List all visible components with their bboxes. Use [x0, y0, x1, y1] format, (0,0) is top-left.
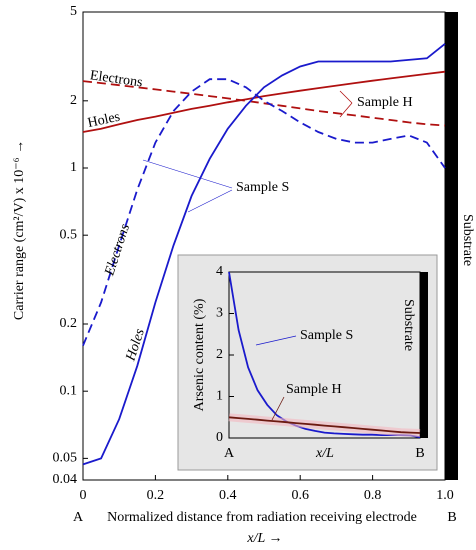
x-axis-label: Normalized distance from radiation recei…: [107, 510, 417, 525]
annotation: Electrons: [89, 68, 143, 90]
endpoint-label: A: [73, 510, 84, 525]
substrate-bar: [420, 272, 428, 438]
x-tick-label: 0.6: [291, 488, 309, 503]
y-tick-label: 4: [216, 264, 223, 279]
x-tick-label: A: [224, 446, 235, 461]
leader-line: [187, 189, 233, 213]
endpoint-label: B: [447, 510, 456, 525]
data-line: [82, 70, 446, 133]
x-tick-label: 0.8: [364, 488, 382, 503]
annotation: Sample S: [236, 180, 289, 195]
leader-line: [255, 335, 297, 346]
y-tick-label: 1: [216, 389, 223, 404]
annotation: Holes: [86, 110, 121, 131]
y-tick-label: 2: [70, 93, 77, 108]
y-tick-label: 0: [216, 430, 223, 445]
series-label: Sample H: [286, 382, 342, 397]
substrate-bar: [445, 12, 458, 480]
x-axis-label: x/L: [315, 446, 334, 461]
x-tick-label: 1.0: [436, 488, 454, 503]
y-axis-label: Carrier range (cm²/V) x 10⁻⁶ →: [12, 140, 27, 320]
x-tick-label: B: [415, 446, 424, 461]
y-tick-label: 0.05: [53, 451, 78, 466]
y-tick-label: 1: [70, 160, 77, 175]
x-tick-label: 0.2: [147, 488, 165, 503]
annotation: Sample H: [357, 95, 413, 110]
substrate-label: Substrate: [460, 214, 475, 266]
data-line: [82, 78, 446, 346]
series-label: Sample S: [300, 328, 353, 343]
y-tick-label: 0.1: [60, 383, 78, 398]
y-tick-label: 0.2: [60, 316, 78, 331]
x-axis-unit: x/L →: [246, 531, 282, 546]
data-line: [82, 43, 446, 466]
x-tick-label: 0.4: [219, 488, 237, 503]
leader-line: [339, 102, 353, 118]
y-tick-label: 2: [216, 347, 223, 362]
y-tick-label: 0.5: [60, 227, 78, 242]
data-line: [228, 416, 421, 434]
leader-line: [142, 159, 233, 189]
x-tick-label: 0: [80, 488, 87, 503]
y-tick-label: 5: [70, 4, 77, 19]
leader-line: [271, 396, 285, 421]
substrate-label: Substrate: [401, 299, 416, 351]
y-axis-label: Arsenic content (%): [192, 298, 207, 411]
plot-frame: [82, 11, 446, 481]
data-line: [82, 80, 446, 127]
y-tick-label: 3: [216, 306, 223, 321]
y-tick-label: 0.04: [53, 472, 78, 487]
leader-line: [339, 90, 353, 104]
